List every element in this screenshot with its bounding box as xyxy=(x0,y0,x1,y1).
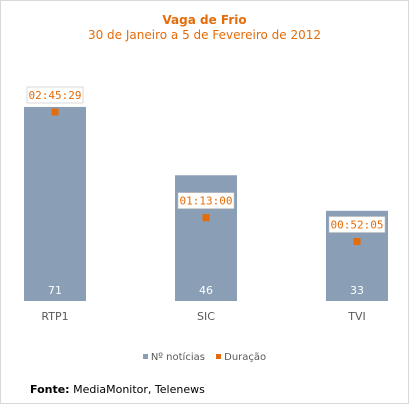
legend-item-noticias: Nº notícias xyxy=(142,352,205,363)
duration-label-box xyxy=(177,192,235,209)
chart-subtitle: 30 de Janeiro a 5 de Fevereiro de 2012 xyxy=(87,28,322,42)
legend-label-noticias: Nº notícias xyxy=(150,352,205,363)
category-label: RTP1 xyxy=(41,310,68,323)
bar-value-label: 71 xyxy=(48,284,62,297)
bar-value-label: 33 xyxy=(350,284,364,297)
duration-label-box xyxy=(26,86,84,104)
bar-value-label: 46 xyxy=(199,284,213,297)
category-label: SIC xyxy=(197,310,215,323)
source-label: Fonte: xyxy=(30,383,70,396)
source-note: Fonte: MediaMonitor, Telenews xyxy=(30,383,205,396)
legend-label-duracao: Duração xyxy=(224,352,267,363)
duration-label: 02:45:29 xyxy=(29,89,82,102)
duration-label-box xyxy=(328,216,386,233)
chart-title: Vaga de Frio xyxy=(162,13,247,27)
duration-marker xyxy=(202,214,210,222)
legend-item-duracao: Duração xyxy=(216,352,266,363)
legend-swatch-noticias xyxy=(142,353,148,359)
duration-label: 00:52:05 xyxy=(331,219,384,232)
duration-label: 01:13:00 xyxy=(180,195,233,208)
bar-rtp1 xyxy=(24,106,86,301)
duration-marker xyxy=(353,238,361,246)
legend: Nº notícias Duração xyxy=(0,352,409,363)
category-label: TVI xyxy=(347,310,366,323)
legend-swatch-duracao xyxy=(216,353,222,359)
duration-marker xyxy=(51,108,59,116)
source-text: MediaMonitor, Telenews xyxy=(69,383,205,396)
